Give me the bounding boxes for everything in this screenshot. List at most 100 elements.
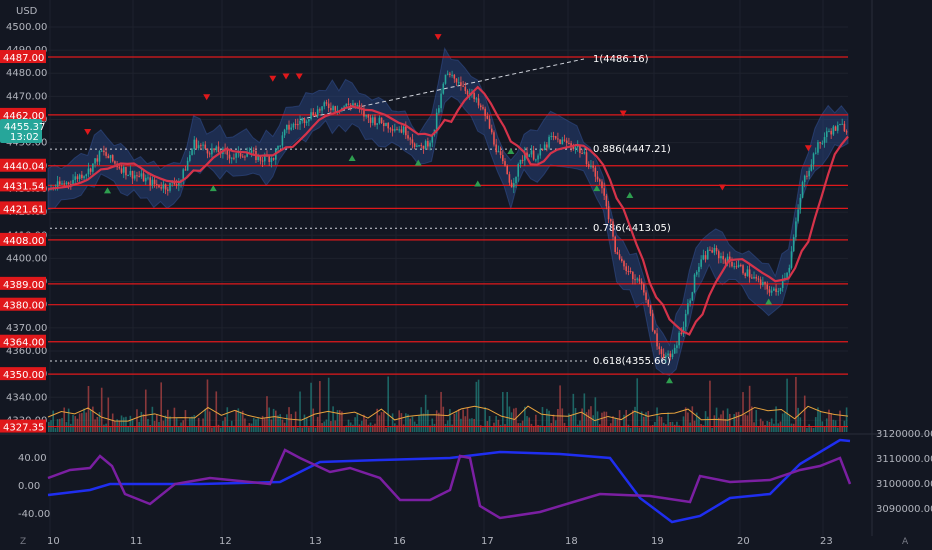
candle-body — [378, 117, 381, 124]
candle-body — [94, 158, 96, 164]
candle-body — [288, 124, 290, 130]
level-tag-label: 4462.00 — [3, 111, 44, 122]
candle-body — [537, 155, 539, 160]
candle-body — [299, 120, 301, 125]
candle-body — [427, 141, 429, 147]
candle-body — [680, 332, 683, 334]
candle-body — [226, 150, 229, 155]
volume-bar — [638, 427, 641, 432]
candle-body — [431, 134, 434, 143]
candle-body — [138, 175, 140, 177]
volume-bar — [140, 411, 143, 432]
oscillator-pane: 40.00 0.00 -40.00 3120000.00 3110000.00 31000… — [18, 429, 932, 524]
candle-body — [495, 144, 497, 153]
volume-bar — [748, 385, 751, 432]
volume-bar — [784, 412, 786, 432]
sell-signal-triangle — [269, 75, 277, 82]
candle-body — [438, 108, 440, 113]
volume-bar — [147, 418, 149, 432]
volume-bar — [568, 413, 570, 432]
current-price-tag: 4455.37 13:02 — [0, 119, 45, 143]
volume-bar — [728, 413, 731, 432]
candle-body — [552, 136, 555, 138]
volume-bar — [371, 425, 374, 432]
candle-body — [618, 254, 621, 259]
candle-body — [153, 179, 156, 185]
candle-body — [402, 126, 405, 133]
candle-body — [598, 179, 601, 182]
volume-bar — [111, 413, 114, 432]
candle-body — [660, 349, 663, 354]
volume-bar — [453, 413, 456, 432]
candle-body — [731, 261, 733, 267]
volume-bar — [338, 410, 341, 432]
candle-body — [147, 177, 149, 179]
candle-body — [389, 128, 392, 130]
level-price-tag: 4364.00 — [0, 334, 46, 349]
candle-body — [748, 269, 751, 278]
candle-body — [526, 152, 528, 157]
volume-bar — [167, 409, 169, 432]
price-axis[interactable]: 4500.004490.004480.004470.004460.004450.… — [6, 22, 47, 426]
candle-body — [186, 160, 189, 171]
candle-body — [559, 139, 561, 145]
volume-bar — [493, 422, 495, 432]
level-price-tag: 4389.00 — [0, 276, 46, 291]
zoom-button-left[interactable]: Z — [20, 537, 26, 547]
candle-body — [374, 117, 376, 125]
candle-body — [770, 290, 773, 293]
volume-bar — [482, 427, 484, 432]
volume-bar — [634, 406, 636, 432]
candle-body — [554, 136, 557, 139]
candle-body — [834, 126, 837, 131]
candle-body — [100, 150, 103, 152]
volume-bar — [612, 416, 614, 432]
volume-bar — [107, 397, 110, 432]
volume-bar — [294, 411, 297, 432]
candle-body — [541, 149, 544, 151]
volume-bar — [501, 392, 504, 432]
volume-bar — [184, 410, 187, 432]
volume-bar — [570, 415, 572, 432]
volume-bar — [316, 416, 319, 432]
candle-body — [792, 237, 795, 252]
candle-body — [735, 266, 738, 268]
level-tag-label: 4364.00 — [3, 338, 44, 349]
candle-body — [497, 151, 500, 153]
candle-body — [788, 267, 791, 273]
candle-body — [475, 98, 478, 100]
level-tag-label: 4421.61 — [3, 204, 44, 215]
volume-bar — [731, 426, 733, 432]
time-axis[interactable]: 10 11 12 13 16 17 18 19 20 23 — [47, 536, 833, 547]
volume-bar — [717, 417, 720, 432]
candle-body — [367, 114, 370, 118]
candle-body — [665, 355, 667, 358]
sell-signal-triangle — [282, 73, 290, 80]
volume-bar — [387, 376, 389, 432]
candle-body — [482, 107, 484, 109]
candle-body — [625, 266, 628, 271]
candle-body — [605, 195, 608, 207]
volume-bar — [241, 410, 244, 432]
auto-scale-button[interactable]: A — [902, 537, 909, 547]
candle-body — [709, 249, 711, 251]
candle-body — [733, 266, 735, 268]
volume-bar — [698, 416, 700, 432]
level-tag-box — [0, 334, 46, 348]
candle-body — [314, 115, 317, 117]
volume-bar — [484, 407, 486, 432]
volume-bar — [211, 427, 213, 432]
volume-bar — [814, 417, 817, 432]
volume-bar — [457, 409, 460, 432]
candle-body — [418, 145, 420, 147]
candle-body — [380, 117, 383, 124]
volume-bar — [343, 427, 345, 432]
candle-body — [352, 103, 354, 107]
candle-body — [200, 145, 202, 147]
volume-bar — [380, 412, 383, 432]
volume-bar — [224, 417, 226, 432]
volume-bar — [378, 415, 381, 432]
volume-bar — [261, 415, 264, 432]
volume-bar — [70, 423, 72, 432]
